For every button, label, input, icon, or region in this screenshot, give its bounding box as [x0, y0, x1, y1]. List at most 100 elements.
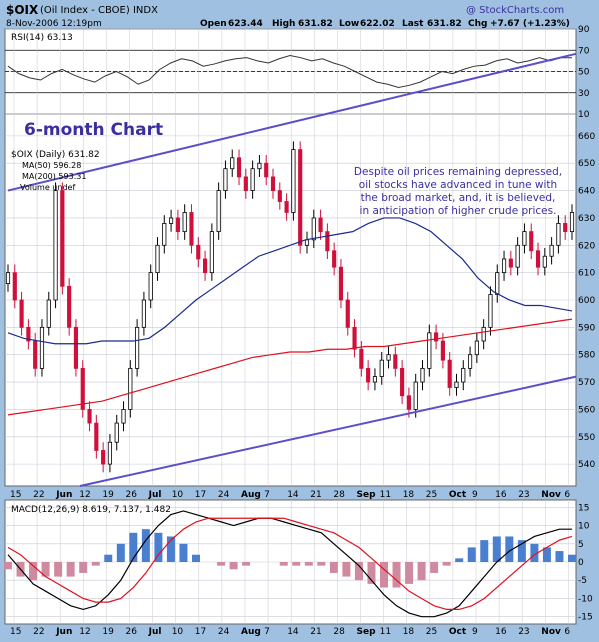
price-candle: [542, 255, 547, 268]
price-title: $OIX (Daily) 631.82: [11, 150, 100, 160]
x-tick-label: 14: [287, 627, 299, 637]
x-tick-label: 21: [310, 490, 321, 500]
macd-histogram-bar: [304, 562, 313, 566]
macd-histogram-bar: [141, 529, 150, 562]
price-candle: [33, 340, 38, 369]
price-candle: [175, 217, 180, 233]
x-tick-label: 12: [79, 490, 90, 500]
x-tick-label: Sep: [357, 490, 377, 500]
y-tick-label: 5: [578, 540, 584, 550]
price-candle: [169, 217, 174, 224]
macd-histogram-bar: [430, 562, 439, 573]
price-candle: [141, 299, 146, 328]
x-tick-label: Oct: [449, 490, 467, 500]
price-candle: [420, 367, 425, 383]
macd-signal-line: [7, 517, 573, 611]
price-candle: [19, 299, 24, 328]
macd-histogram-bar: [317, 562, 326, 566]
price-candle: [406, 395, 411, 410]
rsi-line: [7, 55, 572, 88]
macd-histogram-bar: [417, 562, 426, 581]
macd-histogram-bar: [66, 562, 75, 577]
macd-histogram-bar: [380, 562, 388, 588]
x-tick-label: 18: [403, 490, 415, 500]
price-candle: [318, 217, 323, 233]
x-tick-label: Aug: [241, 490, 261, 500]
price-candle: [80, 367, 85, 410]
price-candle: [535, 250, 541, 268]
x-tick-label: 15: [10, 490, 21, 500]
price-candle: [236, 157, 242, 178]
x-tick-label: Nov: [541, 490, 561, 500]
price-candle: [121, 409, 126, 424]
high-label: High: [272, 19, 295, 29]
price-candle: [128, 367, 133, 410]
price-candle: [291, 149, 296, 213]
macd-histogram-bar: [104, 554, 113, 562]
price-candle: [522, 231, 527, 246]
y-tick-label: 580: [578, 351, 595, 361]
y-tick-label: -15: [578, 613, 593, 623]
price-candle: [461, 367, 466, 383]
x-tick-label: 11: [380, 627, 391, 637]
price-candle: [569, 212, 575, 233]
macd-histogram-bar: [217, 562, 226, 566]
macd-histogram-bar: [79, 562, 88, 573]
price-candle: [155, 244, 160, 274]
macd-histogram-bar: [568, 554, 576, 562]
price-candle: [400, 367, 405, 397]
watermark: @ StockCharts.com: [466, 5, 564, 16]
price-candle: [284, 201, 289, 213]
y-tick-label: 15: [578, 503, 589, 513]
price-candle: [209, 231, 214, 274]
price-candle: [488, 294, 493, 328]
price-candle: [60, 190, 65, 287]
x-tick-label: 24: [218, 627, 230, 637]
price-candle: [467, 354, 473, 369]
y-tick-label: 610: [578, 269, 595, 279]
x-tick-label: Oct: [449, 627, 467, 637]
macd-histogram-bar: [442, 562, 451, 566]
x-tick-label: 7: [264, 627, 270, 637]
macd-histogram-bar: [292, 562, 301, 566]
price-candle: [277, 190, 282, 202]
y-tick-label: 620: [578, 241, 595, 251]
macd-histogram-bar: [242, 562, 251, 566]
macd-histogram-bar: [555, 551, 564, 562]
price-candle: [87, 409, 92, 424]
x-tick-label: 23: [518, 490, 529, 500]
price-candle: [447, 359, 452, 388]
price-candle: [202, 258, 208, 274]
macd-histogram-bar: [91, 562, 100, 566]
price-candle: [264, 162, 269, 178]
note-line-2: oil stocks have advanced in tune with: [359, 179, 557, 191]
macd-histogram-bar: [367, 562, 376, 584]
price-candle: [12, 272, 17, 301]
macd-histogram-bar: [129, 532, 138, 562]
x-tick-label: 10: [172, 627, 184, 637]
price-candle: [352, 326, 357, 350]
index-name: (Oil Index - CBOE) INDX: [40, 5, 158, 16]
price-candle: [495, 272, 500, 295]
price-candle: [67, 285, 72, 328]
price-candle: [413, 381, 418, 410]
macd-histogram-bar: [480, 540, 489, 562]
last-value: 631.82: [427, 19, 462, 29]
price-candle: [250, 168, 255, 191]
y-tick-label: 590: [578, 323, 595, 333]
y-tick-label: -10: [578, 594, 593, 604]
price-candle: [345, 299, 350, 328]
price-candle: [73, 326, 79, 369]
price-candle: [304, 239, 310, 246]
price-candle: [162, 223, 167, 246]
macd-histogram-bar: [455, 558, 464, 562]
price-candle: [101, 450, 106, 465]
price-candle: [196, 244, 201, 260]
price-candle: [5, 272, 11, 284]
grid-layer: 9070503010660650640630620610600590580570…: [5, 25, 595, 637]
price-candle: [359, 348, 364, 369]
price-candle: [298, 149, 303, 246]
price-candle: [39, 326, 45, 369]
note-line-3: the broad market, and, it is believed,: [361, 192, 556, 204]
macd-histogram-bar: [517, 540, 526, 562]
